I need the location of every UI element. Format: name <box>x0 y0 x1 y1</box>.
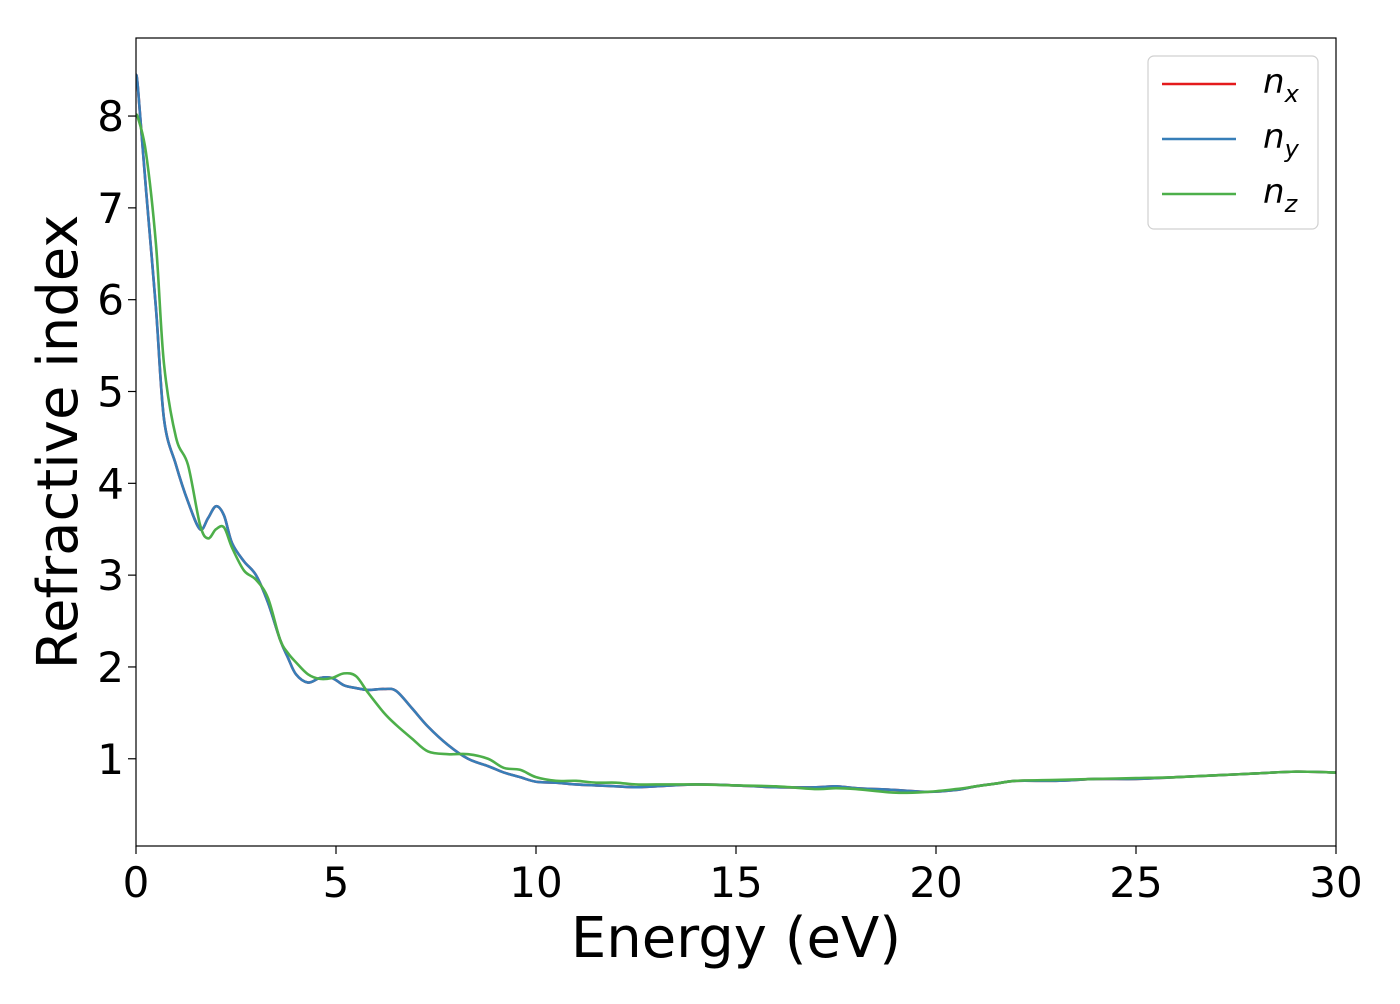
legend-box <box>1147 55 1319 230</box>
y-tick-label: 5 <box>97 368 124 417</box>
y-tick-label: 6 <box>97 276 124 325</box>
x-tick-label: 30 <box>1309 858 1362 907</box>
y-tick-label: 7 <box>97 184 124 233</box>
series-line-nz <box>136 113 1336 795</box>
x-tick-label: 20 <box>909 858 962 907</box>
x-tick-label: 5 <box>323 858 350 907</box>
y-tick-label: 2 <box>97 643 124 692</box>
series-layer <box>136 73 1336 795</box>
y-axis-title: Refractive index <box>26 215 91 670</box>
x-tick-label: 15 <box>709 858 762 907</box>
y-tick-label: 3 <box>97 551 124 600</box>
y-tick-label: 1 <box>97 735 124 784</box>
axes-layer: 0 5 10 15 20 25 30 1 2 3 4 5 6 7 8 <box>97 37 1363 907</box>
legend-label-ny: ny <box>1263 117 1300 163</box>
legend-label-nx: nx <box>1263 62 1300 108</box>
x-tick-label: 25 <box>1109 858 1162 907</box>
x-axis-title: Energy (eV) <box>571 906 901 971</box>
x-tick-label: 0 <box>123 858 150 907</box>
x-tick-label: 10 <box>509 858 562 907</box>
y-tick-label: 8 <box>97 92 124 141</box>
y-tick-label: 4 <box>97 459 124 508</box>
